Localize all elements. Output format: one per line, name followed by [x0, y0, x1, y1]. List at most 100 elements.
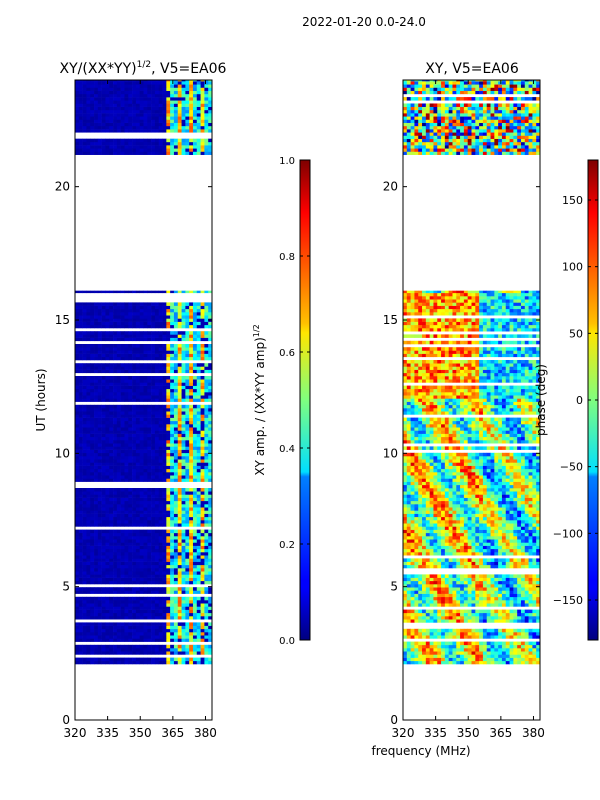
- heatmap-cell: [147, 532, 152, 537]
- heatmap-cell: [82, 660, 87, 665]
- heatmap-cell: [520, 651, 526, 655]
- heatmap-cell: [200, 609, 205, 614]
- heatmap-cell: [128, 449, 133, 454]
- heatmap-cell: [139, 459, 144, 463]
- heatmap-cell: [90, 324, 95, 329]
- heatmap-cell: [94, 536, 99, 540]
- heatmap-cell: [177, 648, 182, 652]
- heatmap-cell: [82, 462, 87, 466]
- heatmap-cell: [86, 395, 91, 399]
- heatmap-cell: [151, 539, 156, 543]
- heatmap-cell: [162, 427, 167, 431]
- heatmap-cell: [116, 472, 121, 476]
- heatmap-cell: [192, 497, 198, 502]
- heatmap-cell: [173, 548, 179, 553]
- heatmap-cell: [109, 103, 114, 107]
- heatmap-cell: [189, 315, 194, 319]
- heatmap-cell: [94, 81, 99, 85]
- heatmap-cell: [189, 465, 194, 470]
- heatmap-cell: [143, 417, 148, 422]
- heatmap-cell: [173, 420, 179, 425]
- heatmap-cell: [166, 321, 171, 326]
- heatmap-cell: [166, 366, 171, 370]
- heatmap-cell: [166, 532, 171, 537]
- heatmap-cell: [204, 577, 209, 582]
- heatmap-cell: [82, 657, 87, 662]
- heatmap-cell: [498, 609, 503, 614]
- heatmap-cell: [135, 449, 140, 454]
- heatmap-cell: [105, 475, 110, 479]
- heatmap-cell: [86, 472, 91, 476]
- heatmap-cell: [192, 81, 198, 85]
- heatmap-cell: [162, 625, 167, 630]
- heatmap-cell: [158, 465, 163, 470]
- heatmap-cell: [200, 523, 205, 527]
- heatmap-cell: [120, 446, 125, 450]
- heatmap-cell: [132, 151, 137, 155]
- heatmap-cell: [181, 440, 186, 444]
- heatmap-cell: [196, 436, 201, 441]
- heatmap-cell: [166, 80, 171, 82]
- heatmap-cell: [105, 116, 110, 120]
- phase-panel-title: XY, V5=EA06: [425, 61, 519, 77]
- heatmap-cell: [135, 459, 140, 463]
- heatmap-cell: [196, 290, 201, 294]
- heatmap-cell: [82, 398, 87, 402]
- heatmap-cell: [173, 443, 179, 447]
- heatmap-cell: [196, 648, 201, 652]
- heatmap-cell: [151, 116, 156, 120]
- heatmap-cell: [78, 548, 83, 553]
- heatmap-cell: [78, 491, 83, 495]
- heatmap-cell: [479, 632, 484, 636]
- heatmap-cell: [120, 443, 125, 447]
- heatmap-cell: [192, 561, 198, 566]
- heatmap-cell: [170, 90, 175, 95]
- heatmap-cell: [90, 561, 95, 566]
- heatmap-cell: [139, 392, 144, 396]
- heatmap-cell: [151, 577, 156, 582]
- heatmap-cell: [128, 651, 133, 655]
- heatmap-cell: [444, 635, 449, 639]
- heatmap-cell: [113, 151, 118, 155]
- heatmap-cell: [105, 568, 110, 572]
- heatmap-cell: [78, 414, 83, 418]
- heatmap-cell: [109, 536, 114, 540]
- heatmap-cell: [135, 382, 140, 386]
- heatmap-cell: [120, 644, 125, 649]
- heatmap-cell: [196, 443, 201, 447]
- heatmap-cell: [94, 507, 99, 511]
- heatmap-cell: [185, 331, 190, 335]
- heatmap-cell: [177, 587, 182, 591]
- heatmap-cell: [170, 404, 175, 409]
- heatmap-cell: [170, 290, 175, 294]
- heatmap-cell: [192, 462, 198, 466]
- heatmap-cell: [524, 654, 529, 658]
- heatmap-cell: [151, 321, 156, 326]
- heatmap-cell: [204, 574, 209, 578]
- heatmap-cell: [82, 433, 87, 438]
- heatmap-cell: [94, 468, 99, 473]
- heatmap-cell: [135, 468, 140, 473]
- heatmap-cell: [94, 363, 99, 367]
- heatmap-cell: [162, 103, 167, 107]
- heatmap-cell: [75, 398, 80, 402]
- heatmap-cell: [181, 660, 186, 665]
- heatmap-cell: [154, 87, 160, 91]
- heatmap-cell: [97, 456, 102, 460]
- heatmap-cell: [94, 488, 99, 492]
- heatmap-cell: [139, 420, 144, 425]
- heatmap-cell: [204, 318, 209, 322]
- heatmap-cell: [433, 635, 438, 639]
- heatmap-cell: [158, 513, 163, 518]
- heatmap-cell: [166, 507, 171, 511]
- heatmap-cell: [139, 648, 144, 652]
- heatmap-cell: [86, 577, 91, 582]
- heatmap-cell: [86, 612, 91, 617]
- y-tick-label: 5: [62, 580, 70, 594]
- heatmap-cell: [86, 302, 91, 306]
- heatmap-cell: [132, 452, 137, 457]
- heatmap-cell: [124, 529, 129, 534]
- heatmap-cell: [177, 472, 182, 476]
- heatmap-cell: [124, 103, 129, 107]
- heatmap-cell: [151, 449, 156, 454]
